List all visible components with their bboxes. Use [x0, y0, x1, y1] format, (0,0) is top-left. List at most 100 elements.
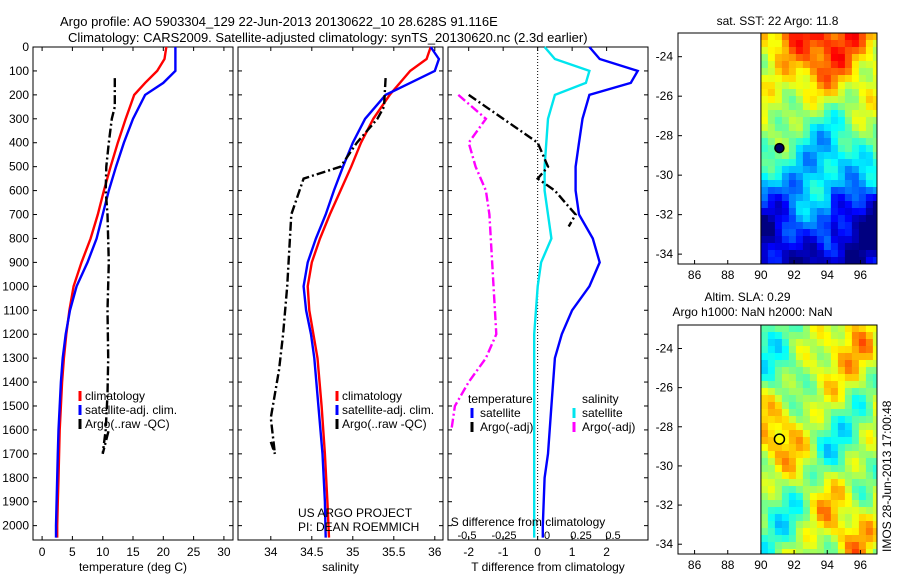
sla_map-cell: [809, 360, 818, 368]
sst_map-cell: [851, 173, 860, 181]
sst_map-cell: [837, 33, 846, 41]
sst_map-cell: [767, 250, 776, 258]
sla_map-cell: [788, 388, 797, 396]
sst_map-cell: [865, 89, 874, 97]
sla_map-cell: [809, 346, 818, 354]
sla_map-cell: [788, 486, 797, 494]
sla_map-cell: [802, 479, 811, 487]
sla_map-cell: [788, 465, 797, 473]
sst_map-cell: [781, 61, 790, 69]
sst_map-cell: [767, 201, 776, 209]
sla_map-cell: [837, 535, 846, 543]
sla_map-cell: [851, 521, 860, 529]
salinity-panel: 34 34.5 35 35.5 36 salinity climatologysatelli…: [237, 46, 444, 574]
sst_map-cell: [844, 117, 853, 125]
sla_map-cell: [816, 535, 825, 543]
salinity-series-argo-raw-qc-: [269, 78, 387, 455]
sla_map-cell: [767, 472, 776, 480]
pressure-tick-label: 300: [9, 112, 29, 126]
sst_map-cell: [774, 173, 783, 181]
sst_map-cell: [872, 250, 878, 258]
sla_map-cell: [858, 444, 867, 452]
sst_map-cell: [851, 187, 860, 195]
sst_map-cell: [851, 180, 860, 188]
sst_map-cell: [844, 61, 853, 69]
sla_map-cell: [767, 493, 776, 501]
sla_map-cell: [872, 395, 878, 403]
sla_map-cell: [802, 437, 811, 445]
sst_map-cell: [837, 180, 846, 188]
sla_map-cell: [872, 430, 878, 438]
sla_map-cell: [788, 339, 797, 347]
sst_map-cell: [865, 173, 874, 181]
sla_map-cell: [823, 444, 832, 452]
sst_map-cell: [767, 131, 776, 139]
sst_map-cell: [872, 138, 878, 146]
sst_map-cell: [767, 222, 776, 230]
sst_map-cell: [809, 222, 818, 230]
diff-legend-title-temperature: temperature: [468, 392, 533, 406]
sla_map-cell: [844, 542, 853, 550]
sla_map-cell: [837, 353, 846, 361]
sla_map-cell: [851, 542, 860, 550]
pressure-tick-label: 1100: [3, 303, 29, 317]
sst_map-cell: [865, 201, 874, 209]
sst_map-cell: [795, 243, 804, 251]
sst_map-cell: [802, 222, 811, 230]
sla_map-cell: [781, 465, 790, 473]
sla_map-cell: [809, 444, 818, 452]
difference-series-temperature-argo-adj-: [468, 93, 578, 228]
sst_map-cell: [781, 180, 790, 188]
sla_map-cell: [816, 332, 825, 340]
sst_map-cell: [865, 54, 874, 62]
sst_map-cell: [809, 96, 818, 104]
sst_map-cell: [788, 229, 797, 237]
sla_map-cell: [816, 528, 825, 536]
sla_map-cell: [823, 458, 832, 466]
sla_map-cell: [809, 388, 818, 396]
sla_map-cell: [767, 381, 776, 389]
sla_map-cell: [851, 388, 860, 396]
sla_map-cell: [865, 437, 874, 445]
sla_map-cell: [830, 465, 839, 473]
sla_map-cell: [774, 514, 783, 522]
sst_map-cell: [802, 257, 811, 265]
sst_map-cell: [858, 215, 867, 223]
sst_map-cell: [844, 194, 853, 202]
sla_map-cell: [760, 339, 769, 347]
sst_map-cell: [872, 124, 878, 132]
diff-salinity-tick-label: 0.5: [605, 530, 620, 542]
sst_map-cell: [858, 47, 867, 55]
sst_map-cell: [830, 201, 839, 209]
sst_map-cell: [837, 243, 846, 251]
sla_map-cell: [809, 395, 818, 403]
sla_map-cell: [816, 367, 825, 375]
sla_map-cell: [844, 521, 853, 529]
sst_map-cell: [837, 75, 846, 83]
sst_map-cell: [851, 82, 860, 90]
sla_map-cell: [837, 507, 846, 515]
sla_map-cell: [781, 402, 790, 410]
sla_map-cell: [767, 332, 776, 340]
sst_map-cell: [837, 236, 846, 244]
sla_map-cell: [823, 521, 832, 529]
sla_map-cell: [781, 409, 790, 417]
sst_map-cell: [844, 33, 853, 41]
sla_map-ytick-label: -24: [656, 341, 674, 355]
sst_map-cell: [844, 201, 853, 209]
sla_map-cell: [795, 409, 804, 417]
sla_map-cell: [781, 493, 790, 501]
sla_map-cell: [781, 507, 790, 515]
sst_map-cell: [781, 124, 790, 132]
sst_map-cell: [858, 194, 867, 202]
sla_map-cell: [767, 360, 776, 368]
sst_map-cell: [760, 229, 769, 237]
sst_map-cell: [809, 145, 818, 153]
sst_map-cell: [872, 117, 878, 125]
sst_map-cell: [830, 180, 839, 188]
sla_map-cell: [816, 486, 825, 494]
sst_map-cell: [781, 201, 790, 209]
sla_map-cell: [816, 521, 825, 529]
sst_map-cell: [858, 68, 867, 76]
sla_map-cell: [788, 458, 797, 466]
